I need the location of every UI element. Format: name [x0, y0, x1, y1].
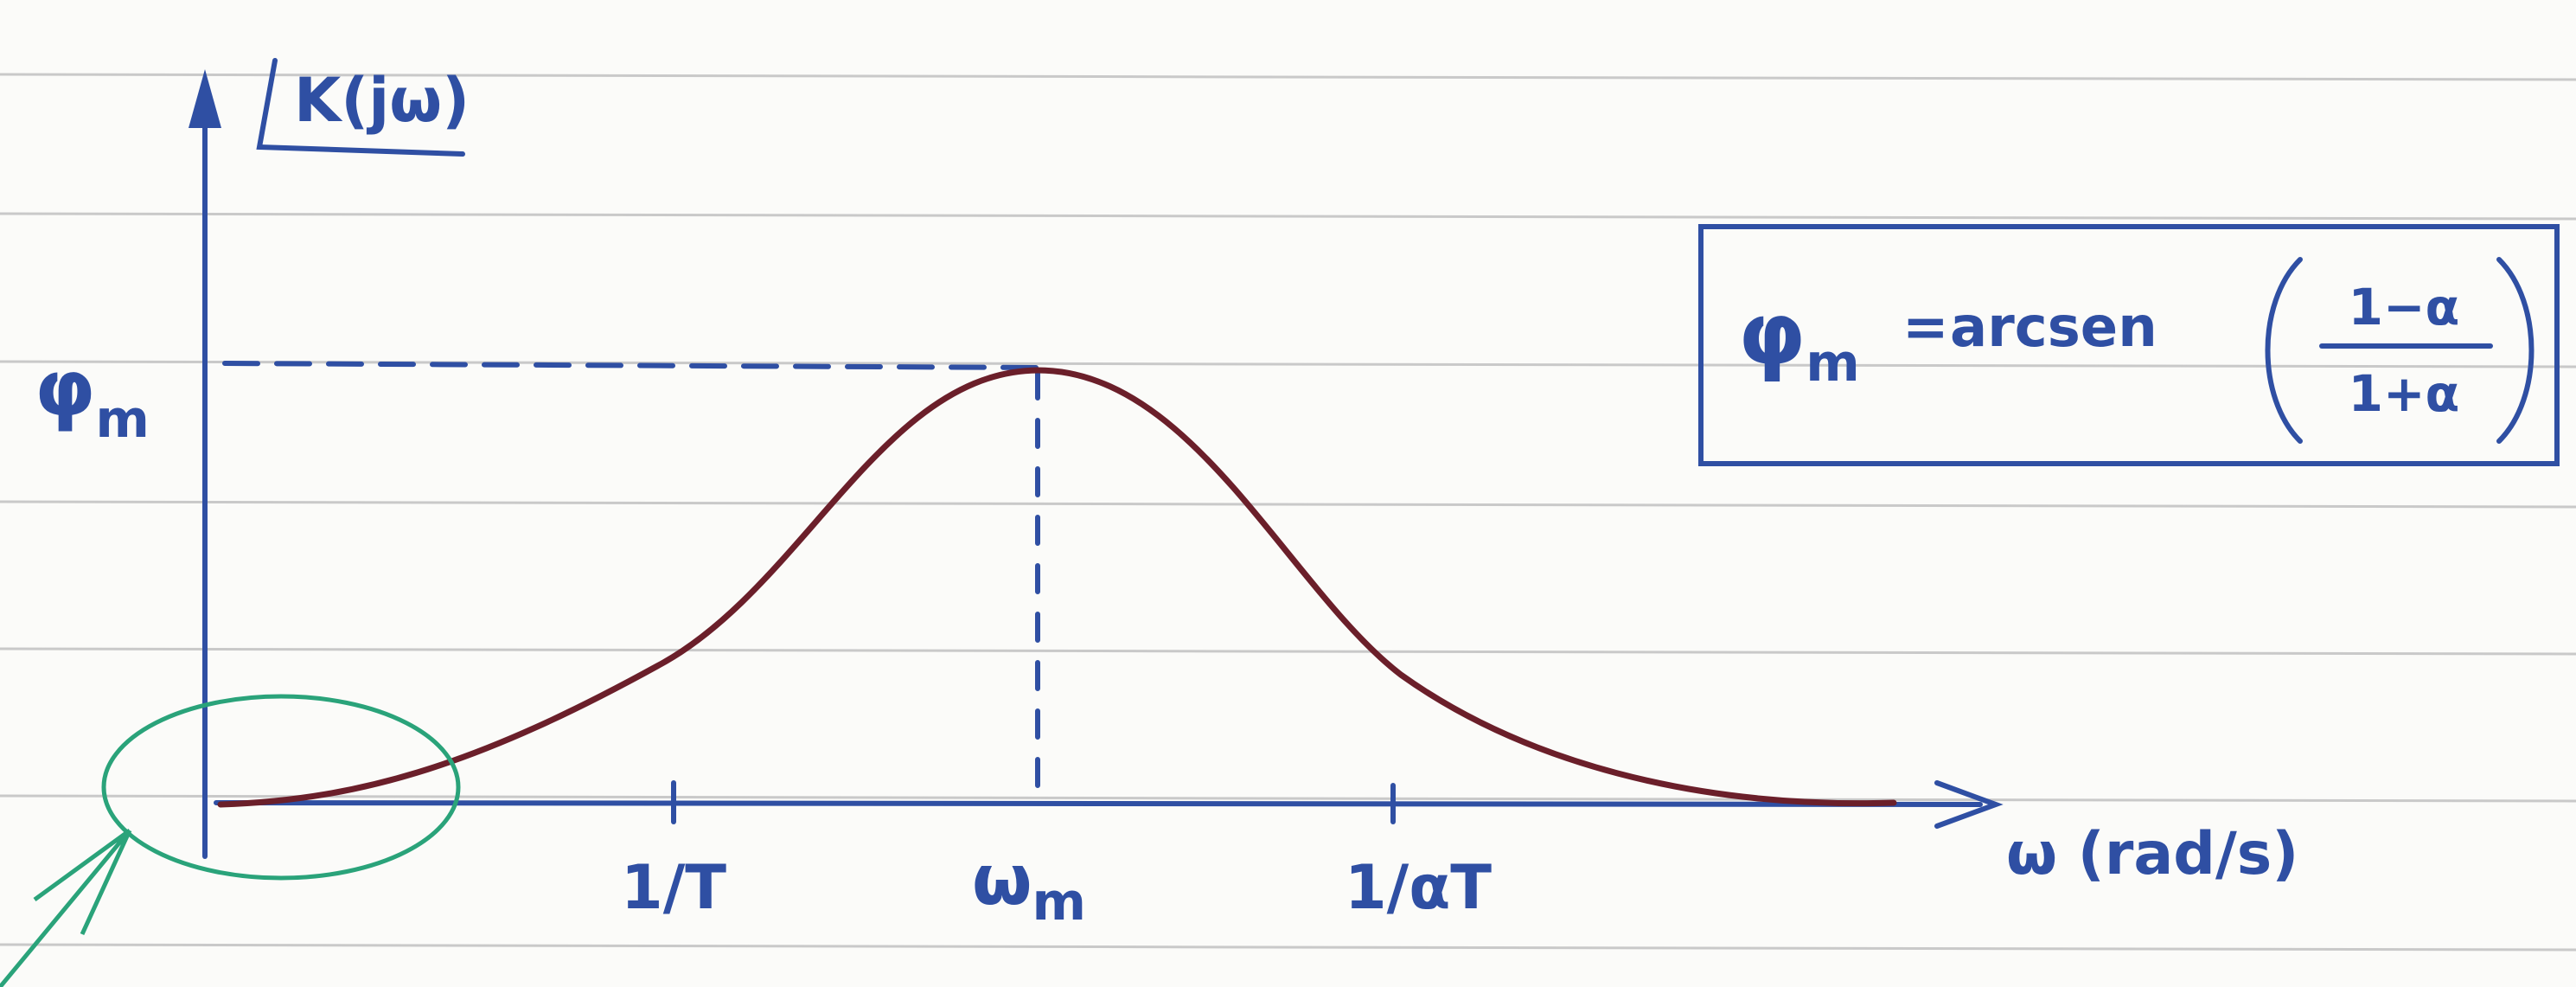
- formula-denominator: 1+α: [2349, 364, 2460, 423]
- sketch: K(jω) φm 1/T ωm 1/αT ω (rad/s) φm = arcs…: [0, 0, 2576, 987]
- y-marker-subscript: m: [95, 389, 150, 450]
- y-axis-label: K(jω): [294, 65, 470, 136]
- formula-equals: =: [1902, 296, 1949, 360]
- y-marker-symbol: φ: [35, 343, 95, 434]
- formula-lhs-subscript: m: [1806, 333, 1860, 394]
- x-tick-label: 1/T: [621, 852, 726, 923]
- formula-function: arcsen: [1950, 296, 2157, 360]
- formula-lhs-symbol: φ: [1738, 283, 1806, 384]
- formula-numerator: 1−α: [2349, 278, 2460, 336]
- page: K(jω) φm 1/T ωm 1/αT ω (rad/s) φm = arcs…: [0, 0, 2576, 987]
- x-axis: [216, 803, 1980, 804]
- x-tick-label-subscript: m: [1032, 872, 1087, 933]
- x-tick-label-main: ω: [972, 840, 1032, 920]
- x-axis-label: ω (rad/s): [2006, 820, 2298, 888]
- x-tick-label: 1/αT: [1345, 852, 1492, 923]
